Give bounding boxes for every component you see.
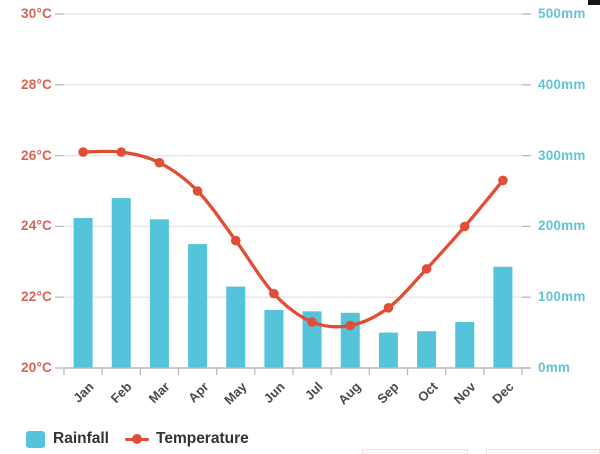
temperature-tick-label: 24°C: [21, 218, 52, 234]
temperature-point-Feb: [116, 147, 127, 157]
temperature-point-Sep: [383, 303, 394, 313]
temperature-point-Nov: [459, 221, 470, 232]
temperature-tick-label: 20°C: [21, 360, 52, 375]
bar-Jun: [264, 309, 284, 368]
temperature-line: [81, 149, 505, 329]
bar-Apr: [188, 244, 208, 368]
temperature-point-Mar: [154, 157, 165, 168]
temperature-tick-label: 28°C: [21, 76, 52, 92]
rainfall-swatch-icon: [26, 430, 45, 448]
temperature-point-Jan: [78, 147, 88, 157]
temperature-point-Jul: [307, 317, 317, 327]
bar-Jan: [73, 217, 93, 368]
legend-item-temperature[interactable]: Temperature: [125, 424, 249, 454]
temperature-point-Dec: [498, 175, 508, 186]
legend: Rainfall Temperature: [0, 424, 600, 454]
bar-Dec: [493, 266, 513, 368]
bar-Mar: [149, 219, 169, 368]
bar-Nov: [455, 321, 475, 368]
legend-item-rainfall[interactable]: Rainfall: [26, 424, 109, 454]
rainfall-tick-label: 200mm: [538, 218, 586, 234]
temperature-point-Jun: [269, 288, 279, 299]
rainfall-tick-label: 500mm: [538, 6, 586, 21]
temperature-point-May: [230, 235, 241, 246]
bar-Jul: [302, 311, 322, 368]
temperature-marker-icon: [125, 433, 149, 445]
bottom-edge-artifact: [486, 449, 600, 454]
temperature-point-Oct: [421, 264, 432, 274]
bottom-edge-artifact: [362, 449, 468, 454]
bar-Oct: [417, 331, 437, 368]
legend-temperature-label: Temperature: [156, 430, 249, 447]
bar-Feb: [111, 198, 131, 368]
rainfall-tick-label: 300mm: [538, 147, 586, 163]
cropped-ui-artifact: [588, 0, 600, 5]
legend-rainfall-label: Rainfall: [53, 430, 109, 447]
temperature-point-Aug: [345, 320, 356, 331]
temperature-tick-label: 22°C: [21, 289, 52, 305]
temperature-point-Apr: [192, 186, 203, 196]
rainfall-tick-label: 0mm: [538, 360, 571, 375]
temperature-tick-label: 26°C: [21, 147, 52, 163]
rainfall-tick-label: 400mm: [538, 76, 586, 92]
temperature-tick-label: 30°C: [21, 6, 52, 21]
bar-Sep: [378, 332, 398, 368]
rainfall-tick-label: 100mm: [538, 289, 586, 305]
bar-May: [226, 286, 246, 368]
